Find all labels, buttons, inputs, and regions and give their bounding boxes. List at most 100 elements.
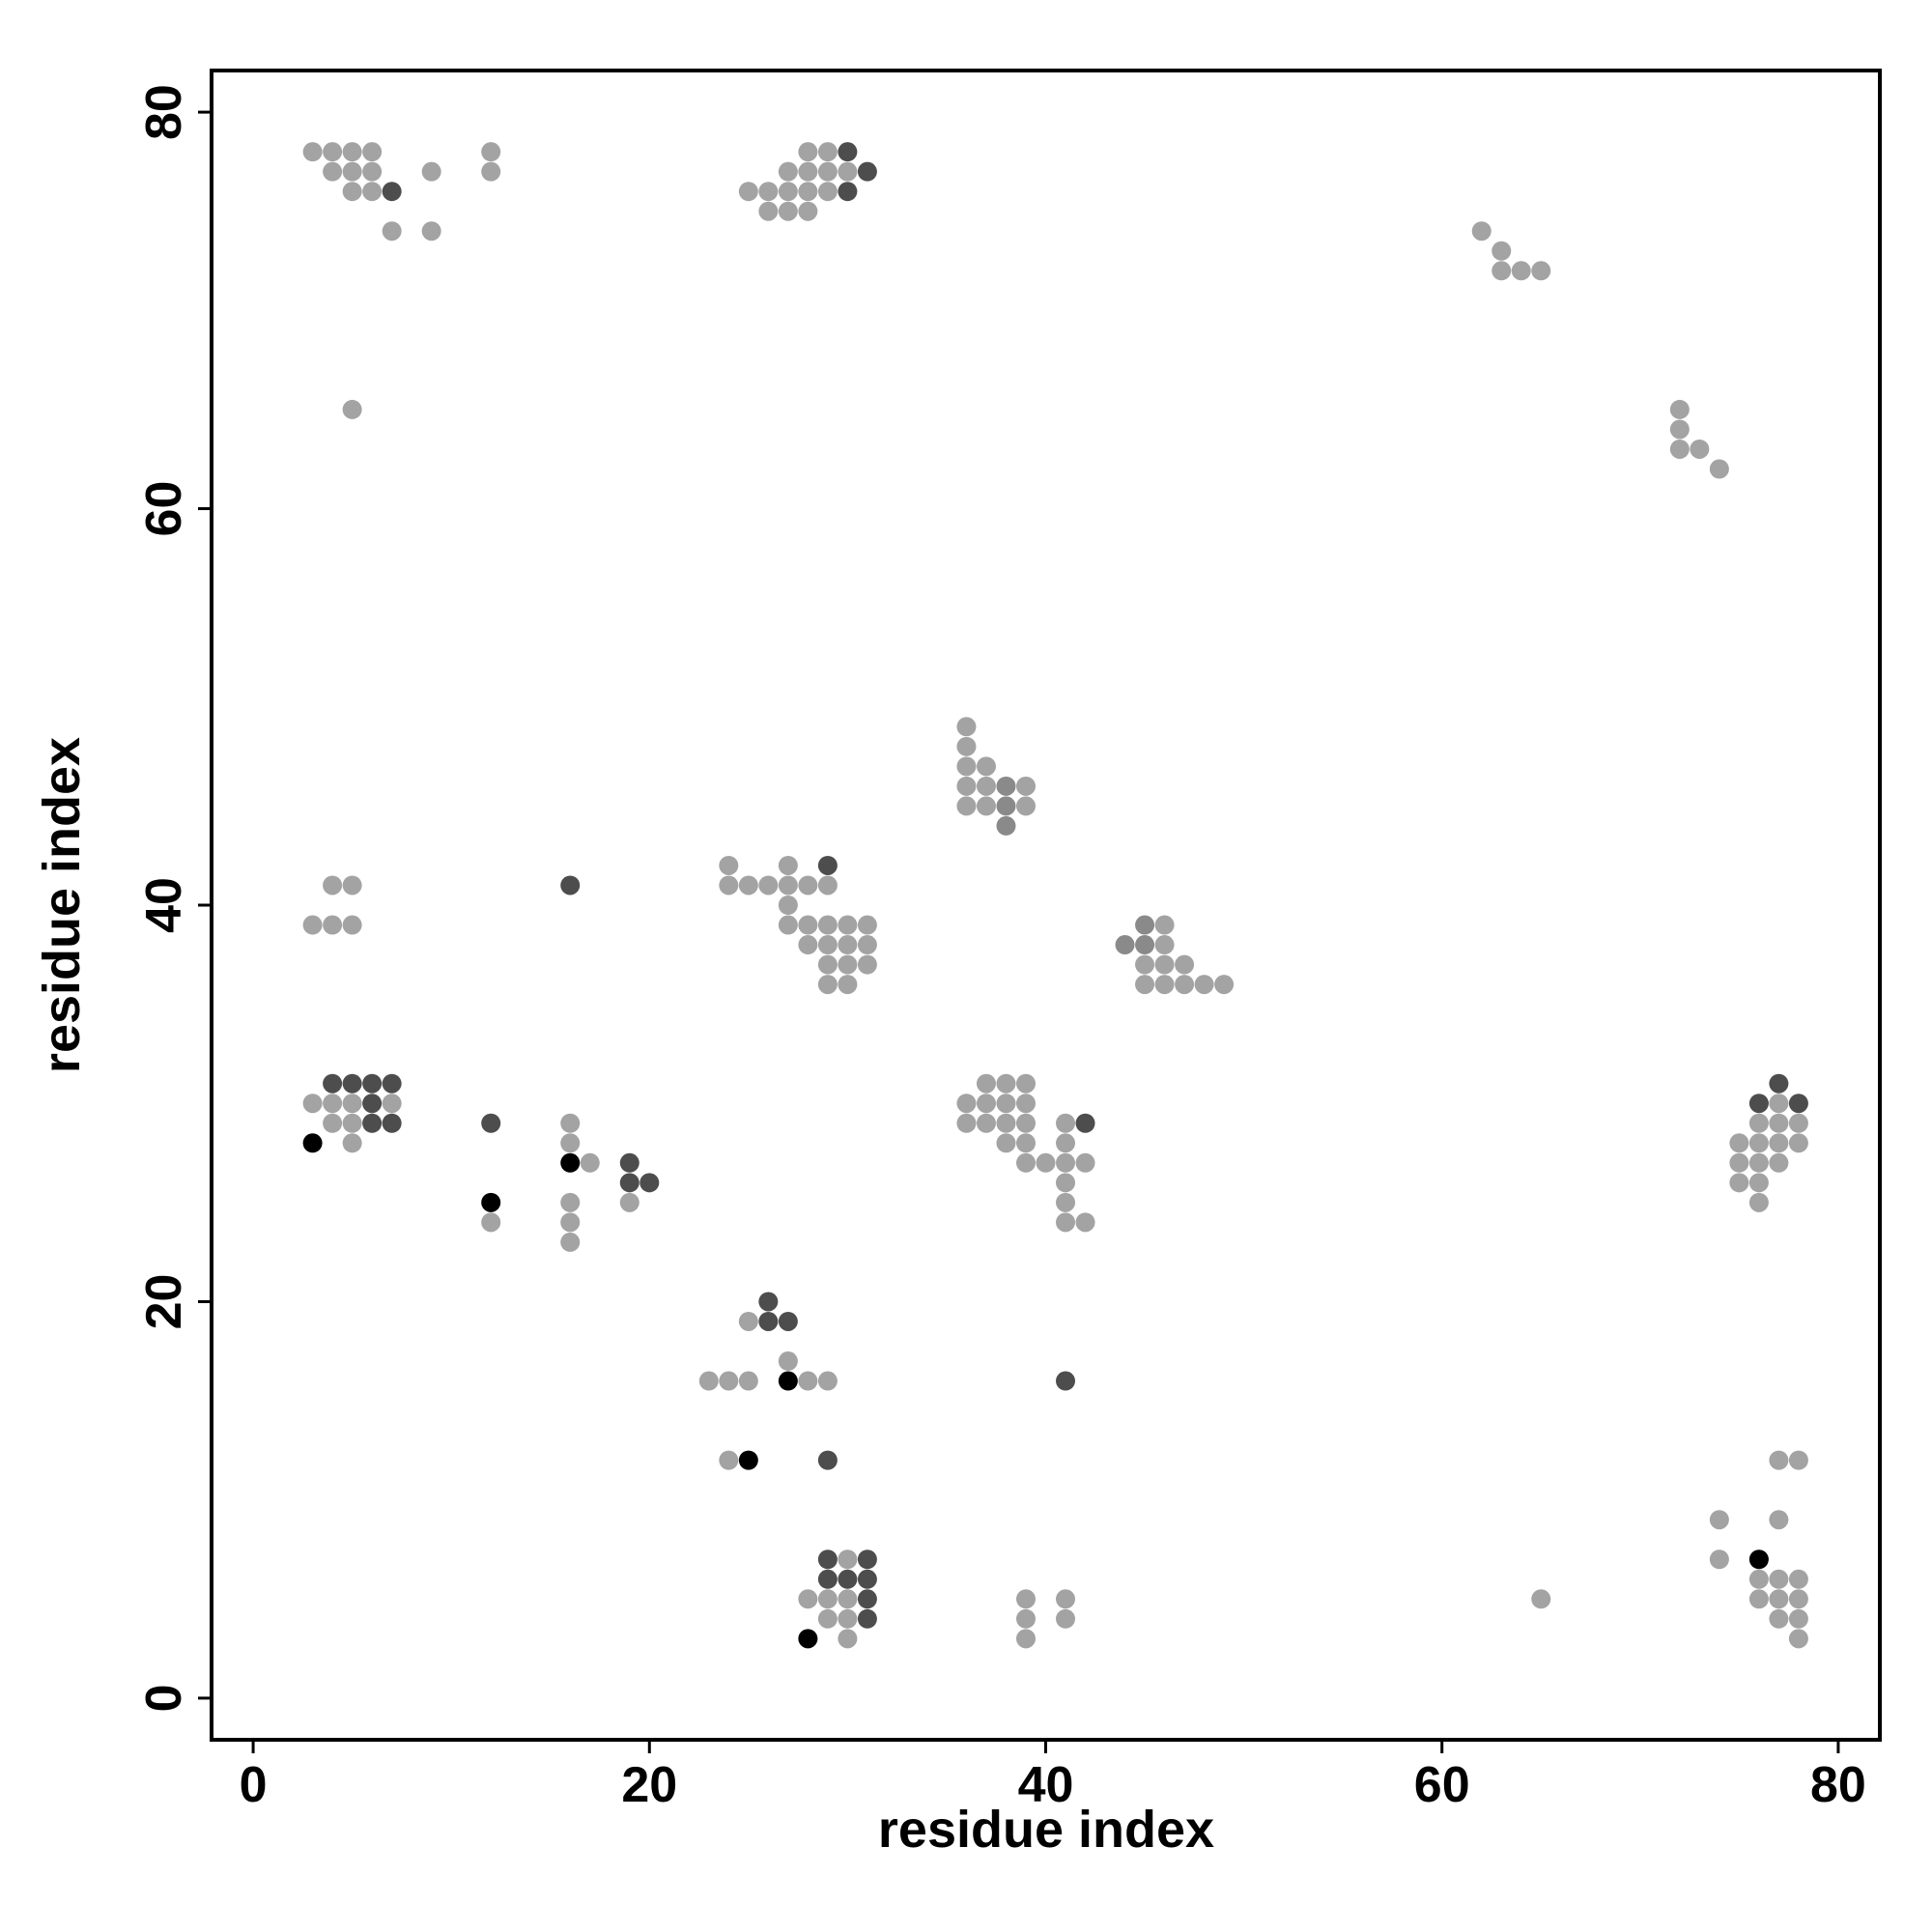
contact-point <box>857 161 877 182</box>
contact-point <box>1788 1569 1808 1589</box>
contact-point <box>798 935 818 955</box>
contact-point <box>1015 1589 1036 1609</box>
contact-point <box>956 776 977 796</box>
contact-point <box>560 1192 581 1212</box>
contact-point <box>817 875 838 895</box>
contact-point <box>362 1094 383 1114</box>
contact-point <box>302 142 323 162</box>
contact-point <box>1056 1133 1076 1153</box>
contact-point <box>817 1549 838 1570</box>
contact-point <box>481 1192 501 1212</box>
contact-point <box>778 895 798 915</box>
contact-point <box>996 815 1016 836</box>
y-tick-label: 0 <box>136 1684 192 1712</box>
contact-point <box>857 1589 877 1609</box>
contact-point <box>639 1173 660 1193</box>
contact-point <box>838 1608 858 1629</box>
contact-point <box>619 1192 639 1212</box>
contact-point <box>738 875 758 895</box>
contact-point <box>1135 954 1155 975</box>
contact-point <box>798 161 818 182</box>
contact-point <box>342 1094 362 1114</box>
contact-point <box>817 1569 838 1589</box>
y-tick-label: 40 <box>136 877 192 933</box>
contact-point <box>838 954 858 975</box>
contact-point <box>719 855 739 875</box>
contact-point <box>798 201 818 221</box>
contact-point <box>1154 975 1175 995</box>
contact-point <box>342 182 362 202</box>
contact-point <box>778 855 798 875</box>
contact-point <box>1036 1152 1056 1173</box>
contact-point <box>302 915 323 935</box>
contact-point <box>302 1094 323 1114</box>
contact-point <box>817 954 838 975</box>
contact-point <box>857 915 877 935</box>
contact-point <box>1748 1589 1769 1609</box>
contact-point <box>1769 1608 1789 1629</box>
contact-point <box>1669 439 1690 459</box>
contact-point <box>956 736 977 756</box>
contact-point <box>1788 1094 1808 1114</box>
contact-point <box>1015 1094 1036 1114</box>
contact-point <box>838 1549 858 1570</box>
contact-point <box>421 221 441 242</box>
contact-point <box>1769 1450 1789 1470</box>
contact-point <box>976 1073 996 1094</box>
contact-point <box>817 182 838 202</box>
contact-point <box>956 756 977 777</box>
contact-point <box>956 717 977 737</box>
contact-point <box>817 1608 838 1629</box>
contact-point <box>1769 1510 1789 1530</box>
contact-point <box>382 1073 402 1094</box>
contact-point <box>838 975 858 995</box>
contact-point <box>362 182 383 202</box>
contact-point <box>838 142 858 162</box>
contact-point <box>1492 241 1512 261</box>
contact-point <box>1056 1608 1076 1629</box>
contact-point <box>719 1371 739 1391</box>
contact-point <box>857 954 877 975</box>
contact-point <box>362 1113 383 1133</box>
contact-point <box>778 201 798 221</box>
contact-point <box>758 182 779 202</box>
contact-point <box>1748 1173 1769 1193</box>
contact-point <box>342 1073 362 1094</box>
contact-point <box>342 161 362 182</box>
contact-point <box>857 1569 877 1589</box>
contact-point <box>956 1113 977 1133</box>
contact-point <box>1135 975 1155 995</box>
contact-point <box>560 1113 581 1133</box>
contact-point <box>996 1133 1016 1153</box>
contact-point <box>1015 1073 1036 1094</box>
contact-point <box>996 796 1016 816</box>
contact-point <box>738 1450 758 1470</box>
contact-point <box>1056 1192 1076 1212</box>
x-tick-label: 40 <box>1018 1757 1074 1813</box>
contact-point <box>619 1173 639 1193</box>
contact-point <box>798 1629 818 1649</box>
contact-point <box>481 161 501 182</box>
contact-point <box>1769 1152 1789 1173</box>
contact-point <box>560 1133 581 1153</box>
contact-point <box>302 1133 323 1153</box>
contact-point <box>342 915 362 935</box>
contact-point <box>1769 1094 1789 1114</box>
contact-point <box>1492 261 1512 281</box>
contact-point <box>798 875 818 895</box>
contact-point <box>382 182 402 202</box>
contact-point <box>323 1094 343 1114</box>
contact-point <box>996 1094 1016 1114</box>
contact-point <box>817 855 838 875</box>
y-tick-label: 60 <box>136 481 192 537</box>
contact-point <box>838 182 858 202</box>
contact-point <box>817 161 838 182</box>
contact-point <box>362 142 383 162</box>
contact-point <box>1056 1589 1076 1609</box>
contact-point <box>1748 1569 1769 1589</box>
contact-point <box>738 182 758 202</box>
contact-point <box>798 1589 818 1609</box>
contact-point <box>1748 1549 1769 1570</box>
contact-point <box>996 1113 1016 1133</box>
contact-point <box>1154 915 1175 935</box>
